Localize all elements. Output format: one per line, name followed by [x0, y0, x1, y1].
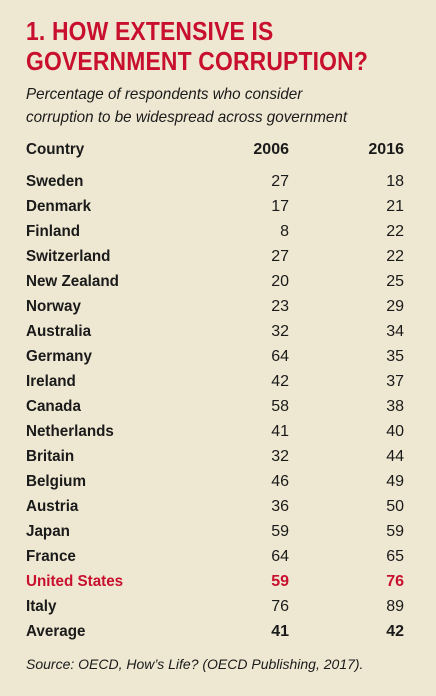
column-header: 2016: [368, 141, 404, 158]
value-cell: 42: [386, 623, 404, 640]
source: Source: OECD, How’s Life? (OECD Publishi…: [26, 656, 364, 672]
value-cell: 18: [386, 173, 404, 190]
country-cell: Sweden: [26, 173, 84, 190]
value-cell: 8: [280, 223, 289, 240]
value-cell: 44: [386, 448, 404, 465]
value-cell: 42: [271, 373, 289, 390]
value-cell: 27: [271, 248, 289, 265]
country-cell: Average: [26, 623, 86, 640]
value-cell: 59: [271, 523, 289, 540]
value-cell: 32: [271, 448, 289, 465]
value-cell: 25: [386, 273, 404, 290]
value-cell: 64: [271, 548, 289, 565]
country-cell: Austria: [26, 498, 79, 515]
value-cell: 41: [271, 423, 289, 440]
country-cell: Australia: [26, 323, 92, 340]
value-cell: 76: [386, 573, 404, 590]
country-cell: Britain: [26, 448, 75, 465]
country-cell: Denmark: [26, 198, 92, 215]
value-cell: 89: [386, 598, 404, 615]
title: GOVERNMENT CORRUPTION?: [26, 46, 368, 76]
value-cell: 21: [386, 198, 404, 215]
country-cell: Finland: [26, 223, 81, 240]
country-cell: Canada: [26, 398, 81, 415]
country-cell: Belgium: [26, 473, 86, 490]
value-cell: 59: [386, 523, 404, 540]
value-cell: 35: [386, 348, 404, 365]
subtitle: corruption to be widespread across gover…: [26, 109, 348, 126]
country-cell: France: [26, 548, 76, 565]
column-header: Country: [26, 141, 85, 158]
country-cell: Germany: [26, 348, 92, 365]
value-cell: 50: [386, 498, 404, 515]
country-cell: Ireland: [26, 373, 76, 390]
value-cell: 17: [271, 198, 289, 215]
country-cell: Netherlands: [26, 423, 114, 440]
value-cell: 58: [271, 398, 289, 415]
country-cell: Italy: [26, 598, 57, 615]
value-cell: 65: [386, 548, 404, 565]
subtitle: Percentage of respondents who consider: [26, 86, 303, 103]
country-cell: United States: [26, 573, 124, 590]
value-cell: 40: [386, 423, 404, 440]
title: 1. HOW EXTENSIVE IS: [26, 16, 274, 46]
value-cell: 36: [271, 498, 289, 515]
value-cell: 37: [386, 373, 404, 390]
value-cell: 27: [271, 173, 289, 190]
country-cell: Japan: [26, 523, 70, 540]
country-cell: New Zealand: [26, 273, 119, 290]
value-cell: 22: [386, 223, 404, 240]
value-cell: 23: [271, 298, 289, 315]
value-cell: 34: [386, 323, 404, 340]
value-cell: 29: [386, 298, 404, 315]
value-cell: 46: [271, 473, 289, 490]
value-cell: 38: [386, 398, 404, 415]
value-cell: 22: [386, 248, 404, 265]
country-cell: Switzerland: [26, 248, 111, 265]
country-cell: Norway: [26, 298, 81, 315]
value-cell: 20: [271, 273, 289, 290]
column-header: 2006: [253, 141, 289, 158]
value-cell: 32: [271, 323, 289, 340]
value-cell: 76: [271, 598, 289, 615]
value-cell: 49: [386, 473, 404, 490]
value-cell: 64: [271, 348, 289, 365]
value-cell: 59: [271, 573, 289, 590]
value-cell: 41: [271, 623, 289, 640]
